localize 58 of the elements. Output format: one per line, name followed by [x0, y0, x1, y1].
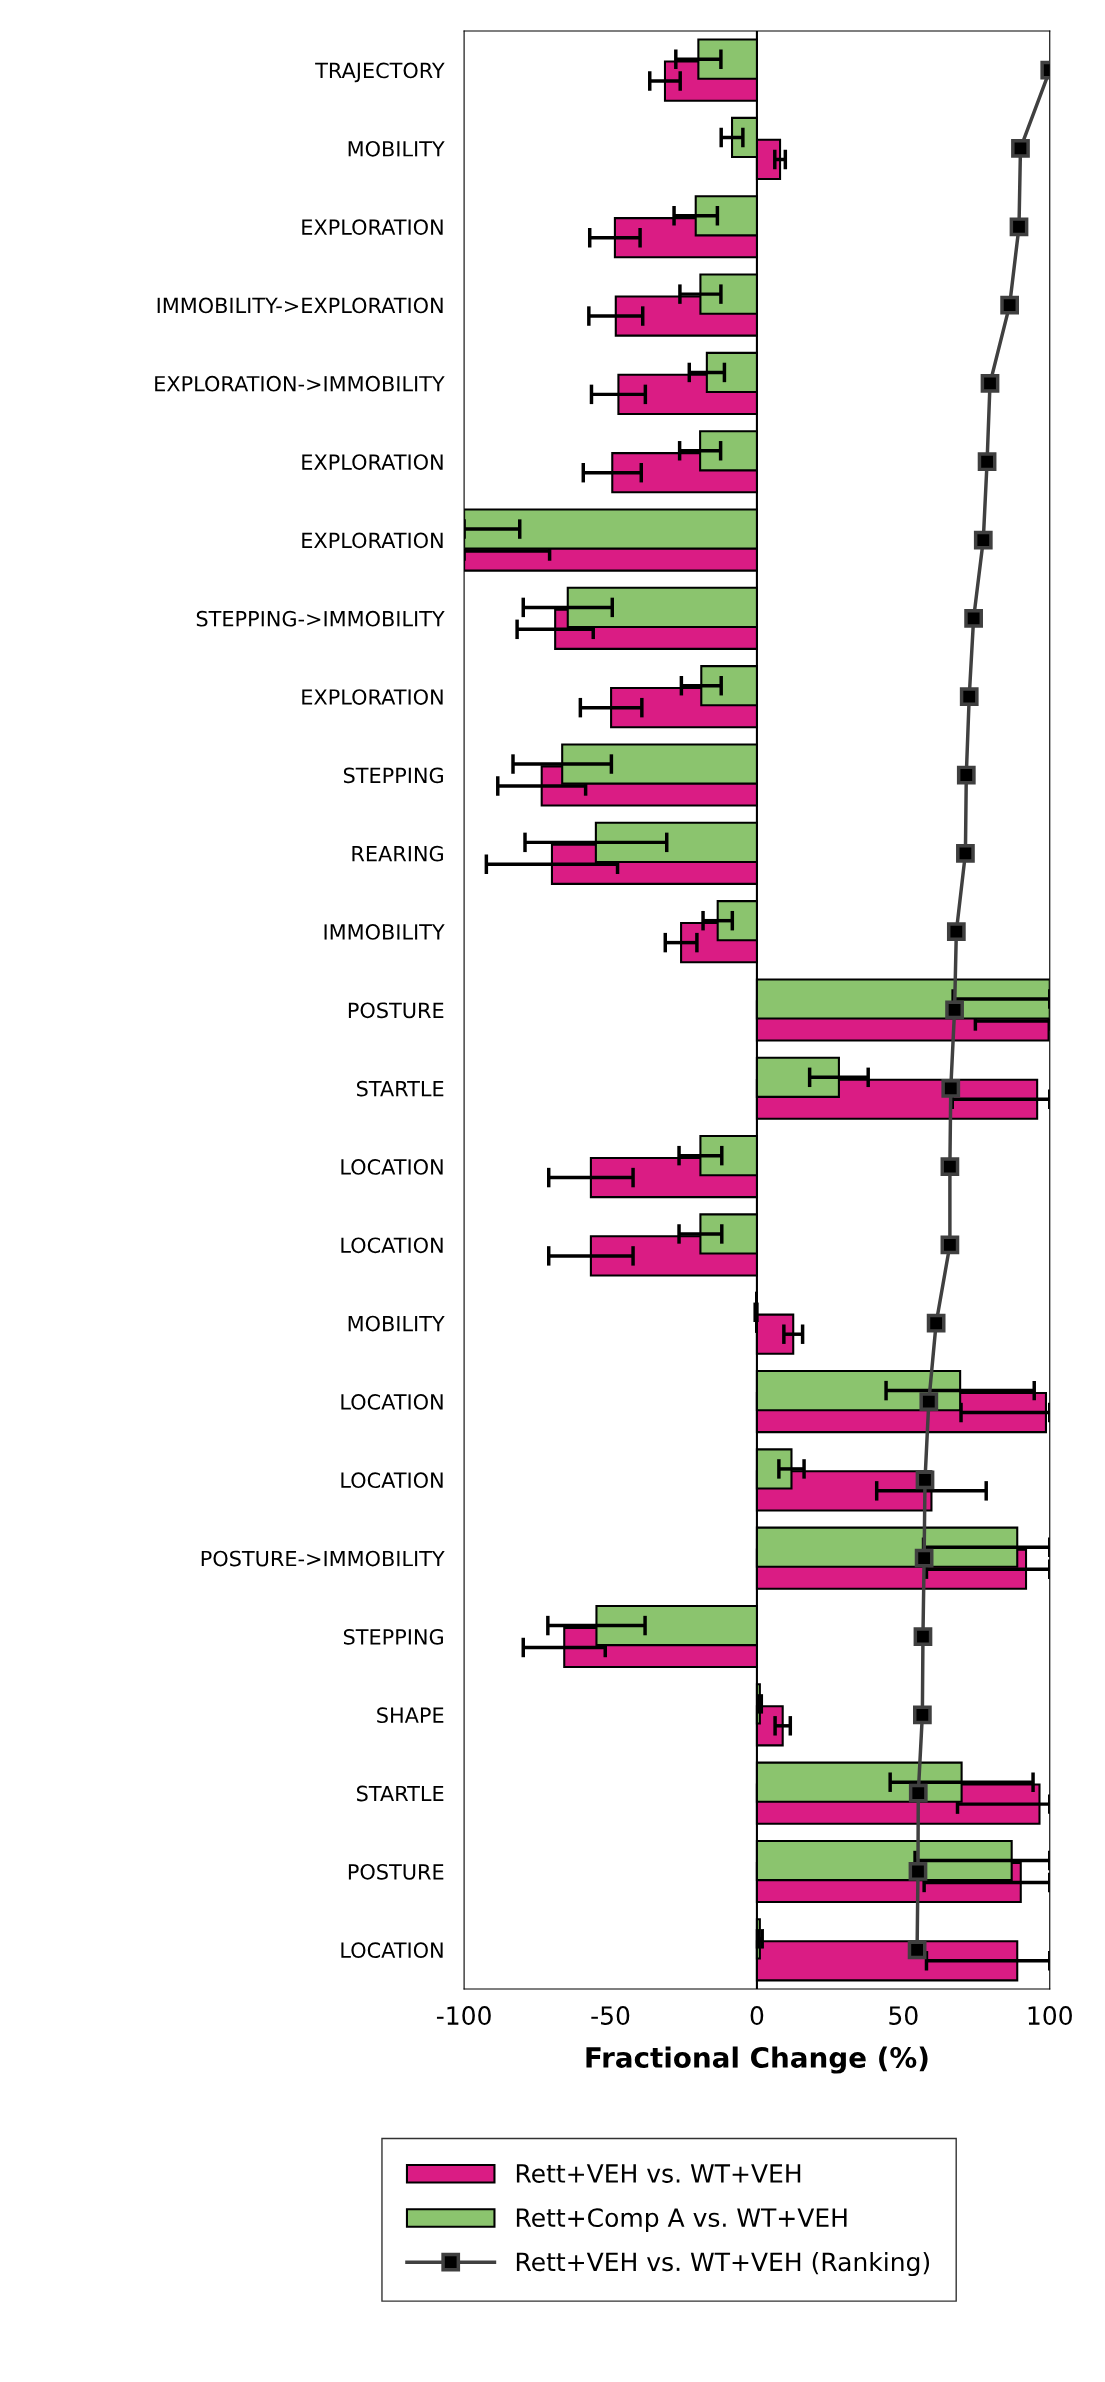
- y-tick-label: SHAPE: [377, 1707, 444, 1724]
- point: [912, 1705, 932, 1725]
- point: [959, 687, 979, 707]
- point: [914, 1548, 934, 1568]
- x-tick-label: 50: [889, 2006, 918, 2025]
- x-tick-label: -50: [591, 2006, 630, 2025]
- point: [940, 1157, 960, 1176]
- point: [907, 1940, 927, 1960]
- point: [977, 452, 997, 472]
- y-tick-label: EXPLORATION: [302, 532, 443, 549]
- point: [1009, 217, 1029, 237]
- y-tick-label: STARTLE: [356, 1080, 444, 1097]
- y-tick-label: STEPPING: [343, 1628, 443, 1645]
- point: [1000, 295, 1020, 315]
- y-tick-label: POSTURE->IMMOBILITY: [201, 1550, 445, 1567]
- y-tick-label: IMMOBILITY->EXPLORATION: [157, 297, 443, 314]
- point: [915, 1470, 935, 1490]
- y-tick-label: POSTURE: [348, 1863, 444, 1880]
- y-tick-label: STEPPING->IMMOBILITY: [196, 610, 445, 627]
- x-tick-label: 0: [750, 2006, 764, 2025]
- point: [941, 1078, 961, 1098]
- point: [973, 530, 993, 550]
- y-tick-label: LOCATION: [341, 1159, 443, 1175]
- y-tick-label: REARING: [352, 845, 443, 862]
- legend-label: Rett+VEH vs. WT+VEH (Ranking): [516, 2251, 930, 2277]
- y-tick-label: LOCATION: [341, 1472, 443, 1489]
- y-tick-label: LOCATION: [341, 1394, 443, 1410]
- point: [1011, 139, 1030, 158]
- point: [946, 922, 966, 942]
- point: [956, 843, 975, 863]
- y-tick-label: EXPLORATION: [302, 219, 443, 235]
- y-tick-label: EXPLORATION: [302, 689, 443, 705]
- legend-label: Rett+Comp A vs. WT+VEH: [516, 2208, 847, 2232]
- y-tick-label: MOBILITY: [348, 140, 445, 157]
- point: [908, 1783, 928, 1803]
- legend-label: Rett+VEH vs. WT+VEH: [516, 2164, 801, 2183]
- y-tick-label: EXPLORATION: [302, 454, 443, 470]
- point: [908, 1862, 928, 1881]
- point: [956, 765, 976, 785]
- point: [919, 1392, 939, 1411]
- point: [945, 1000, 964, 1020]
- x-tick-label: 100: [1028, 2006, 1072, 2025]
- y-tick-label: LOCATION: [341, 1237, 443, 1254]
- y-tick-label: LOCATION: [341, 1942, 443, 1959]
- y-tick-label: IMMOBILITY: [324, 924, 445, 940]
- y-tick-label: STARTLE: [356, 1785, 444, 1802]
- y-tick-label: POSTURE: [348, 1002, 444, 1019]
- point: [940, 1235, 960, 1255]
- y-tick-label: TRAJECTORY: [315, 62, 445, 83]
- y-tick-label: EXPLORATION->IMMOBILITY: [155, 375, 445, 392]
- y-tick-label: STEPPING: [343, 767, 443, 784]
- point: [980, 374, 1000, 393]
- point: [964, 608, 983, 628]
- x-axis-title: Fractional Change (%): [586, 2046, 928, 2074]
- y-tick-label: MOBILITY: [348, 1315, 445, 1332]
- point: [926, 1313, 946, 1333]
- point: [913, 1627, 933, 1646]
- x-tick-label: -100: [436, 2006, 491, 2025]
